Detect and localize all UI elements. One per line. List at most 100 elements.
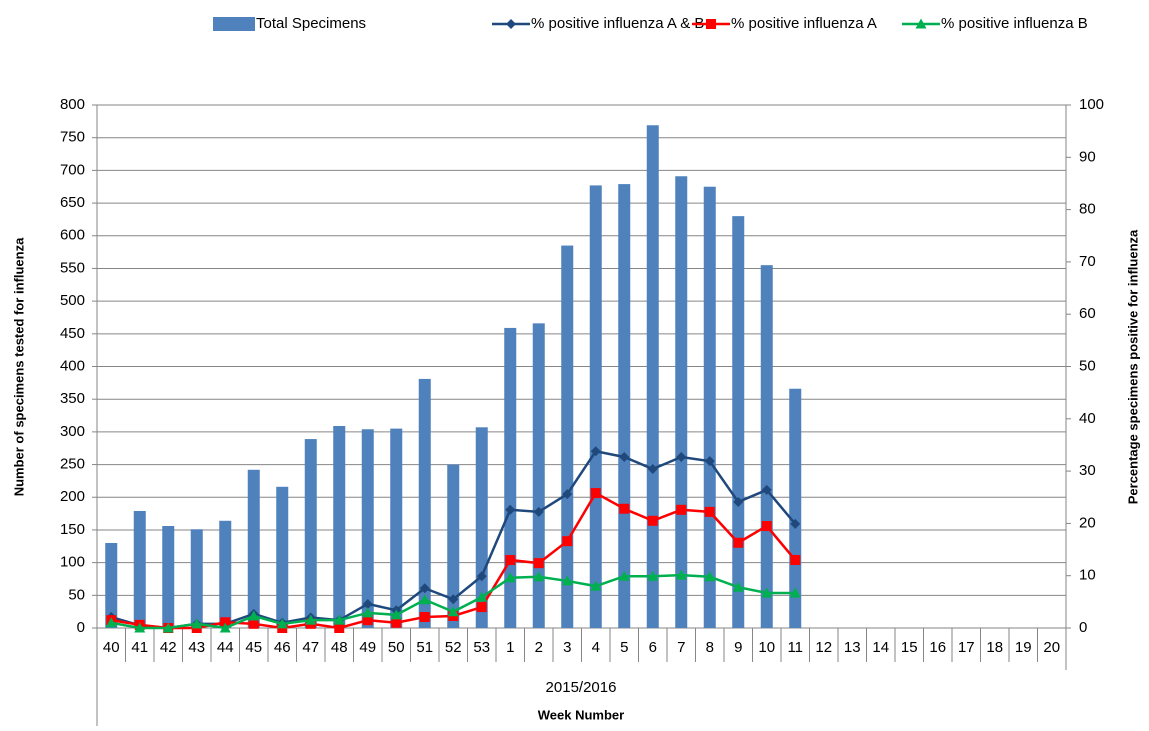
legend-marker xyxy=(706,19,716,29)
marker xyxy=(733,496,744,507)
x-tick-label: 16 xyxy=(929,639,946,656)
bar xyxy=(333,425,346,628)
marker xyxy=(533,571,545,582)
marker xyxy=(476,602,487,613)
marker xyxy=(448,594,459,605)
bar xyxy=(646,125,659,629)
y2-axis-title: Percentage specimens positive for influe… xyxy=(1125,229,1140,504)
bar xyxy=(162,526,175,628)
bar xyxy=(447,464,460,628)
x-tick-label: 44 xyxy=(217,639,234,656)
y-tick-label: 0 xyxy=(77,619,85,636)
bar xyxy=(789,388,802,628)
bar xyxy=(589,185,602,628)
y2-tick-label: 50 xyxy=(1079,357,1096,374)
marker xyxy=(561,575,573,586)
y-tick-label: 600 xyxy=(60,227,85,244)
marker xyxy=(533,558,544,569)
bar xyxy=(732,216,745,628)
marker xyxy=(447,606,459,617)
marker xyxy=(390,609,402,620)
marker xyxy=(761,587,773,598)
x-tick-label: 52 xyxy=(445,639,462,656)
legend-swatch xyxy=(213,17,255,31)
x-tick-label: 2 xyxy=(535,639,543,656)
y-tick-label: 50 xyxy=(68,586,85,603)
marker xyxy=(590,580,602,591)
marker xyxy=(732,581,744,592)
y-tick-label: 550 xyxy=(60,259,85,276)
marker xyxy=(533,506,544,517)
bar xyxy=(504,327,517,628)
y-tick-label: 300 xyxy=(60,423,85,440)
marker xyxy=(476,571,487,582)
legend-marker xyxy=(506,19,516,29)
marker xyxy=(704,456,715,467)
x-tick-label: 53 xyxy=(473,639,490,656)
x-tick-label: 4 xyxy=(592,639,600,656)
y-tick-label: 100 xyxy=(60,554,85,571)
bar xyxy=(247,469,260,628)
y2-tick-label: 20 xyxy=(1079,514,1096,531)
y2-tick-label: 40 xyxy=(1079,410,1096,427)
x-tick-label: 43 xyxy=(188,639,205,656)
y-tick-label: 700 xyxy=(60,161,85,178)
x-tick-label: 7 xyxy=(677,639,685,656)
x-tick-label: 50 xyxy=(388,639,405,656)
x-tick-label: 14 xyxy=(872,639,889,656)
bar xyxy=(760,265,773,628)
x-tick-label: 17 xyxy=(958,639,975,656)
marker xyxy=(305,614,317,625)
marker xyxy=(505,504,516,515)
marker xyxy=(362,615,373,626)
y-tick-label: 800 xyxy=(60,96,85,113)
y-tick-label: 650 xyxy=(60,194,85,211)
marker xyxy=(476,591,488,602)
marker xyxy=(219,622,231,633)
y-axis-title: Number of specimens tested for influenza xyxy=(11,237,26,496)
marker xyxy=(647,570,659,581)
x-tick-label: 1 xyxy=(506,639,514,656)
y-tick-label: 500 xyxy=(60,292,85,309)
marker xyxy=(790,518,801,529)
marker xyxy=(220,617,231,628)
marker xyxy=(761,521,772,532)
x-tick-label: 46 xyxy=(274,639,291,656)
marker xyxy=(675,569,687,580)
bar xyxy=(276,486,289,628)
y-tick-label: 150 xyxy=(60,521,85,538)
legend-marker xyxy=(915,18,927,29)
marker xyxy=(362,598,373,609)
x-tick-label: 41 xyxy=(131,639,148,656)
x-tick-label: 5 xyxy=(620,639,628,656)
bar xyxy=(675,176,688,629)
bar xyxy=(133,510,146,628)
marker xyxy=(248,610,260,621)
marker xyxy=(733,537,744,548)
marker xyxy=(789,587,801,598)
bar xyxy=(361,429,374,628)
marker xyxy=(134,622,146,633)
y-tick-label: 450 xyxy=(60,325,85,342)
y-tick-label: 200 xyxy=(60,488,85,505)
legend-label: % positive influenza A xyxy=(731,15,877,32)
y2-tick-label: 100 xyxy=(1079,96,1104,113)
x-tick-label: 12 xyxy=(815,639,832,656)
x-axis-title: Week Number xyxy=(538,707,624,722)
marker xyxy=(333,614,345,625)
bar xyxy=(561,245,574,628)
marker xyxy=(647,515,658,526)
x-tick-label: 40 xyxy=(103,639,120,656)
marker xyxy=(419,612,430,623)
bar xyxy=(618,184,631,628)
y2-tick-label: 0 xyxy=(1079,619,1087,636)
marker xyxy=(334,623,345,633)
marker xyxy=(590,446,601,457)
marker xyxy=(391,617,402,628)
x-tick-label: 51 xyxy=(416,639,433,656)
x-tick-label: 19 xyxy=(1015,639,1032,656)
x-tick-label: 13 xyxy=(844,639,861,656)
x-tick-label: 49 xyxy=(359,639,376,656)
y2-tick-label: 70 xyxy=(1079,253,1096,270)
legend-label: Total Specimens xyxy=(256,15,366,32)
